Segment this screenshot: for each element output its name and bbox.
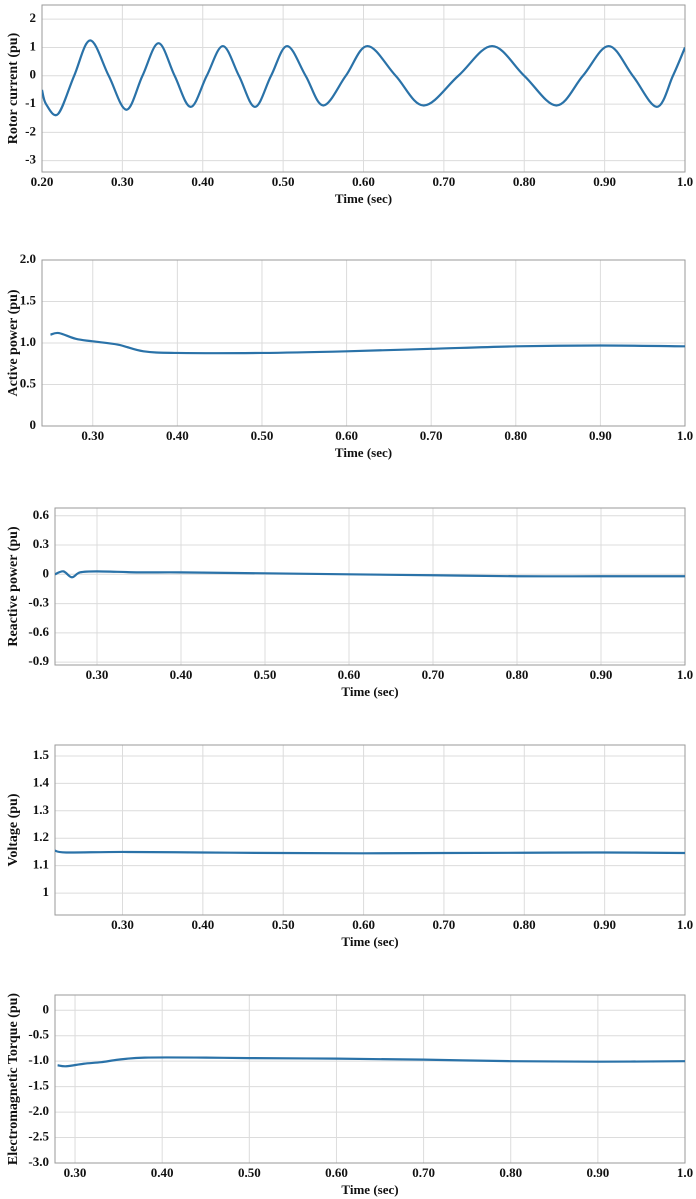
- x-axis-label: Time (sec): [341, 934, 398, 949]
- x-tick-label: 0.40: [170, 667, 193, 682]
- y-tick-label: 2: [30, 10, 37, 25]
- y-tick-label: 0: [30, 67, 37, 82]
- x-tick-label: 0.80: [504, 428, 527, 443]
- data-line: [55, 849, 685, 855]
- y-tick-label: 0.5: [20, 375, 37, 390]
- x-tick-label: 0.30: [81, 428, 104, 443]
- y-axis-label: Reactive power (pu): [6, 526, 21, 647]
- y-tick-label: 0.6: [33, 507, 50, 522]
- y-tick-label: 1.1: [33, 857, 49, 872]
- x-axis-label: Time (sec): [335, 445, 392, 460]
- chart: 0.30 0.40 0.50 0.60 0.70 0.80 0.90 1.0 1.5 1.4 1.3…: [6, 744, 693, 949]
- x-tick-label: 0.90: [593, 917, 616, 932]
- y-axis-label: Rotor current (pu): [6, 32, 21, 144]
- x-axis-label: Time (sec): [335, 191, 392, 206]
- x-tick-label: 0.70: [433, 174, 456, 189]
- y-axis-label: Voltage (pu): [6, 793, 21, 866]
- x-tick-label: 0.40: [166, 428, 189, 443]
- x-tick-label: 0.30: [64, 1165, 87, 1180]
- data-line: [50, 331, 685, 355]
- x-tick-label: 1.0: [677, 1165, 693, 1180]
- x-tick-label: 0.60: [352, 174, 375, 189]
- x-tick-label: 0.80: [506, 667, 529, 682]
- x-tick-label: 1.0: [677, 428, 693, 443]
- x-axis-label: Time (sec): [341, 684, 398, 699]
- chart: 0.30 0.40 0.50 0.60 0.70 0.80 0.90 1.0 0 0.5 1.0 1.…: [6, 251, 693, 460]
- y-tick-label: 1: [43, 884, 50, 899]
- x-tick-label: 0.30: [111, 174, 134, 189]
- y-tick-label: 0.3: [33, 536, 50, 551]
- x-tick-label: 0.90: [593, 174, 616, 189]
- plot-frame: [54, 994, 686, 1164]
- y-tick-label: -3: [25, 152, 36, 167]
- y-tick-label: -0.3: [28, 595, 49, 610]
- x-tick-label: 0.60: [335, 428, 358, 443]
- y-tick-label: 1: [30, 38, 37, 53]
- y-tick-label: -0.5: [28, 1027, 49, 1042]
- x-tick-label: 0.50: [272, 917, 295, 932]
- data-line: [55, 570, 685, 579]
- y-tick-label: -2.5: [28, 1129, 49, 1144]
- x-tick-label: 0.30: [111, 917, 134, 932]
- x-tick-label: 0.80: [499, 1165, 522, 1180]
- x-tick-label: 0.50: [272, 174, 295, 189]
- x-tick-label: 0.90: [589, 428, 612, 443]
- x-axis-label: Time (sec): [341, 1182, 398, 1197]
- x-tick-label: 0.40: [191, 174, 214, 189]
- y-tick-label: -0.6: [28, 624, 49, 639]
- y-tick-label: 0: [30, 417, 37, 432]
- plot-frame: [41, 259, 686, 427]
- y-tick-label: -0.9: [28, 653, 49, 668]
- x-tick-label: 0.30: [86, 667, 109, 682]
- x-tick-label: 0.80: [513, 917, 536, 932]
- y-tick-label: -1: [25, 95, 36, 110]
- y-tick-label: -1.5: [28, 1078, 49, 1093]
- y-tick-label: -2.0: [28, 1103, 49, 1118]
- y-tick-label: 1.3: [33, 802, 50, 817]
- x-tick-label: 0.70: [420, 428, 443, 443]
- x-tick-label: 0.50: [251, 428, 274, 443]
- y-tick-label: 1.0: [20, 334, 36, 349]
- x-tick-label: 1.0: [677, 667, 693, 682]
- x-tick-label: 0.90: [590, 667, 613, 682]
- y-tick-label: -1.0: [28, 1052, 49, 1067]
- data-line: [42, 39, 685, 117]
- chart: 0.30 0.40 0.50 0.60 0.70 0.80 0.90 1.0 0 -0.5 -1.0…: [6, 993, 693, 1197]
- plot-frame: [54, 744, 686, 916]
- x-tick-label: 0.40: [191, 917, 214, 932]
- x-tick-label: 0.50: [238, 1165, 261, 1180]
- y-axis-label: Electromagnetic Torque (pu): [6, 993, 21, 1165]
- x-tick-label: 1.0: [677, 917, 693, 932]
- chart: 0.30 0.40 0.50 0.60 0.70 0.80 0.90 1.00.60.30-0…: [6, 507, 693, 699]
- y-tick-label: 1.4: [33, 774, 50, 789]
- plot-frame: [41, 4, 686, 173]
- x-tick-label: 0.40: [151, 1165, 174, 1180]
- chart: 0.20 0.30 0.40 0.50 0.60 0.70 0.80 0.90 1.0 2 1 0 -1…: [6, 4, 693, 206]
- x-tick-label: 0.90: [586, 1165, 609, 1180]
- x-tick-label: 0.60: [338, 667, 361, 682]
- x-tick-label: 0.50: [254, 667, 277, 682]
- x-tick-label: 0.20: [31, 174, 54, 189]
- y-tick-label: 0: [43, 1001, 50, 1016]
- y-tick-label: 1.5: [33, 747, 50, 762]
- x-tick-label: 0.80: [513, 174, 536, 189]
- y-tick-label: 1.5: [20, 292, 37, 307]
- x-tick-label: 0.60: [352, 917, 375, 932]
- x-tick-label: 0.70: [433, 917, 456, 932]
- y-tick-label: 2.0: [20, 251, 36, 266]
- x-tick-label: 0.70: [412, 1165, 435, 1180]
- y-tick-label: -2: [25, 123, 36, 138]
- y-tick-label: 1.2: [33, 829, 49, 844]
- x-tick-label: 0.60: [325, 1165, 348, 1180]
- x-tick-label: 0.70: [422, 667, 445, 682]
- x-tick-label: 1.0: [677, 174, 693, 189]
- y-tick-label: 0: [43, 565, 50, 580]
- plot-frame: [54, 507, 686, 666]
- y-axis-label: Active power (pu): [6, 289, 21, 396]
- data-line: [57, 1056, 685, 1068]
- y-tick-label: -3.0: [28, 1154, 49, 1169]
